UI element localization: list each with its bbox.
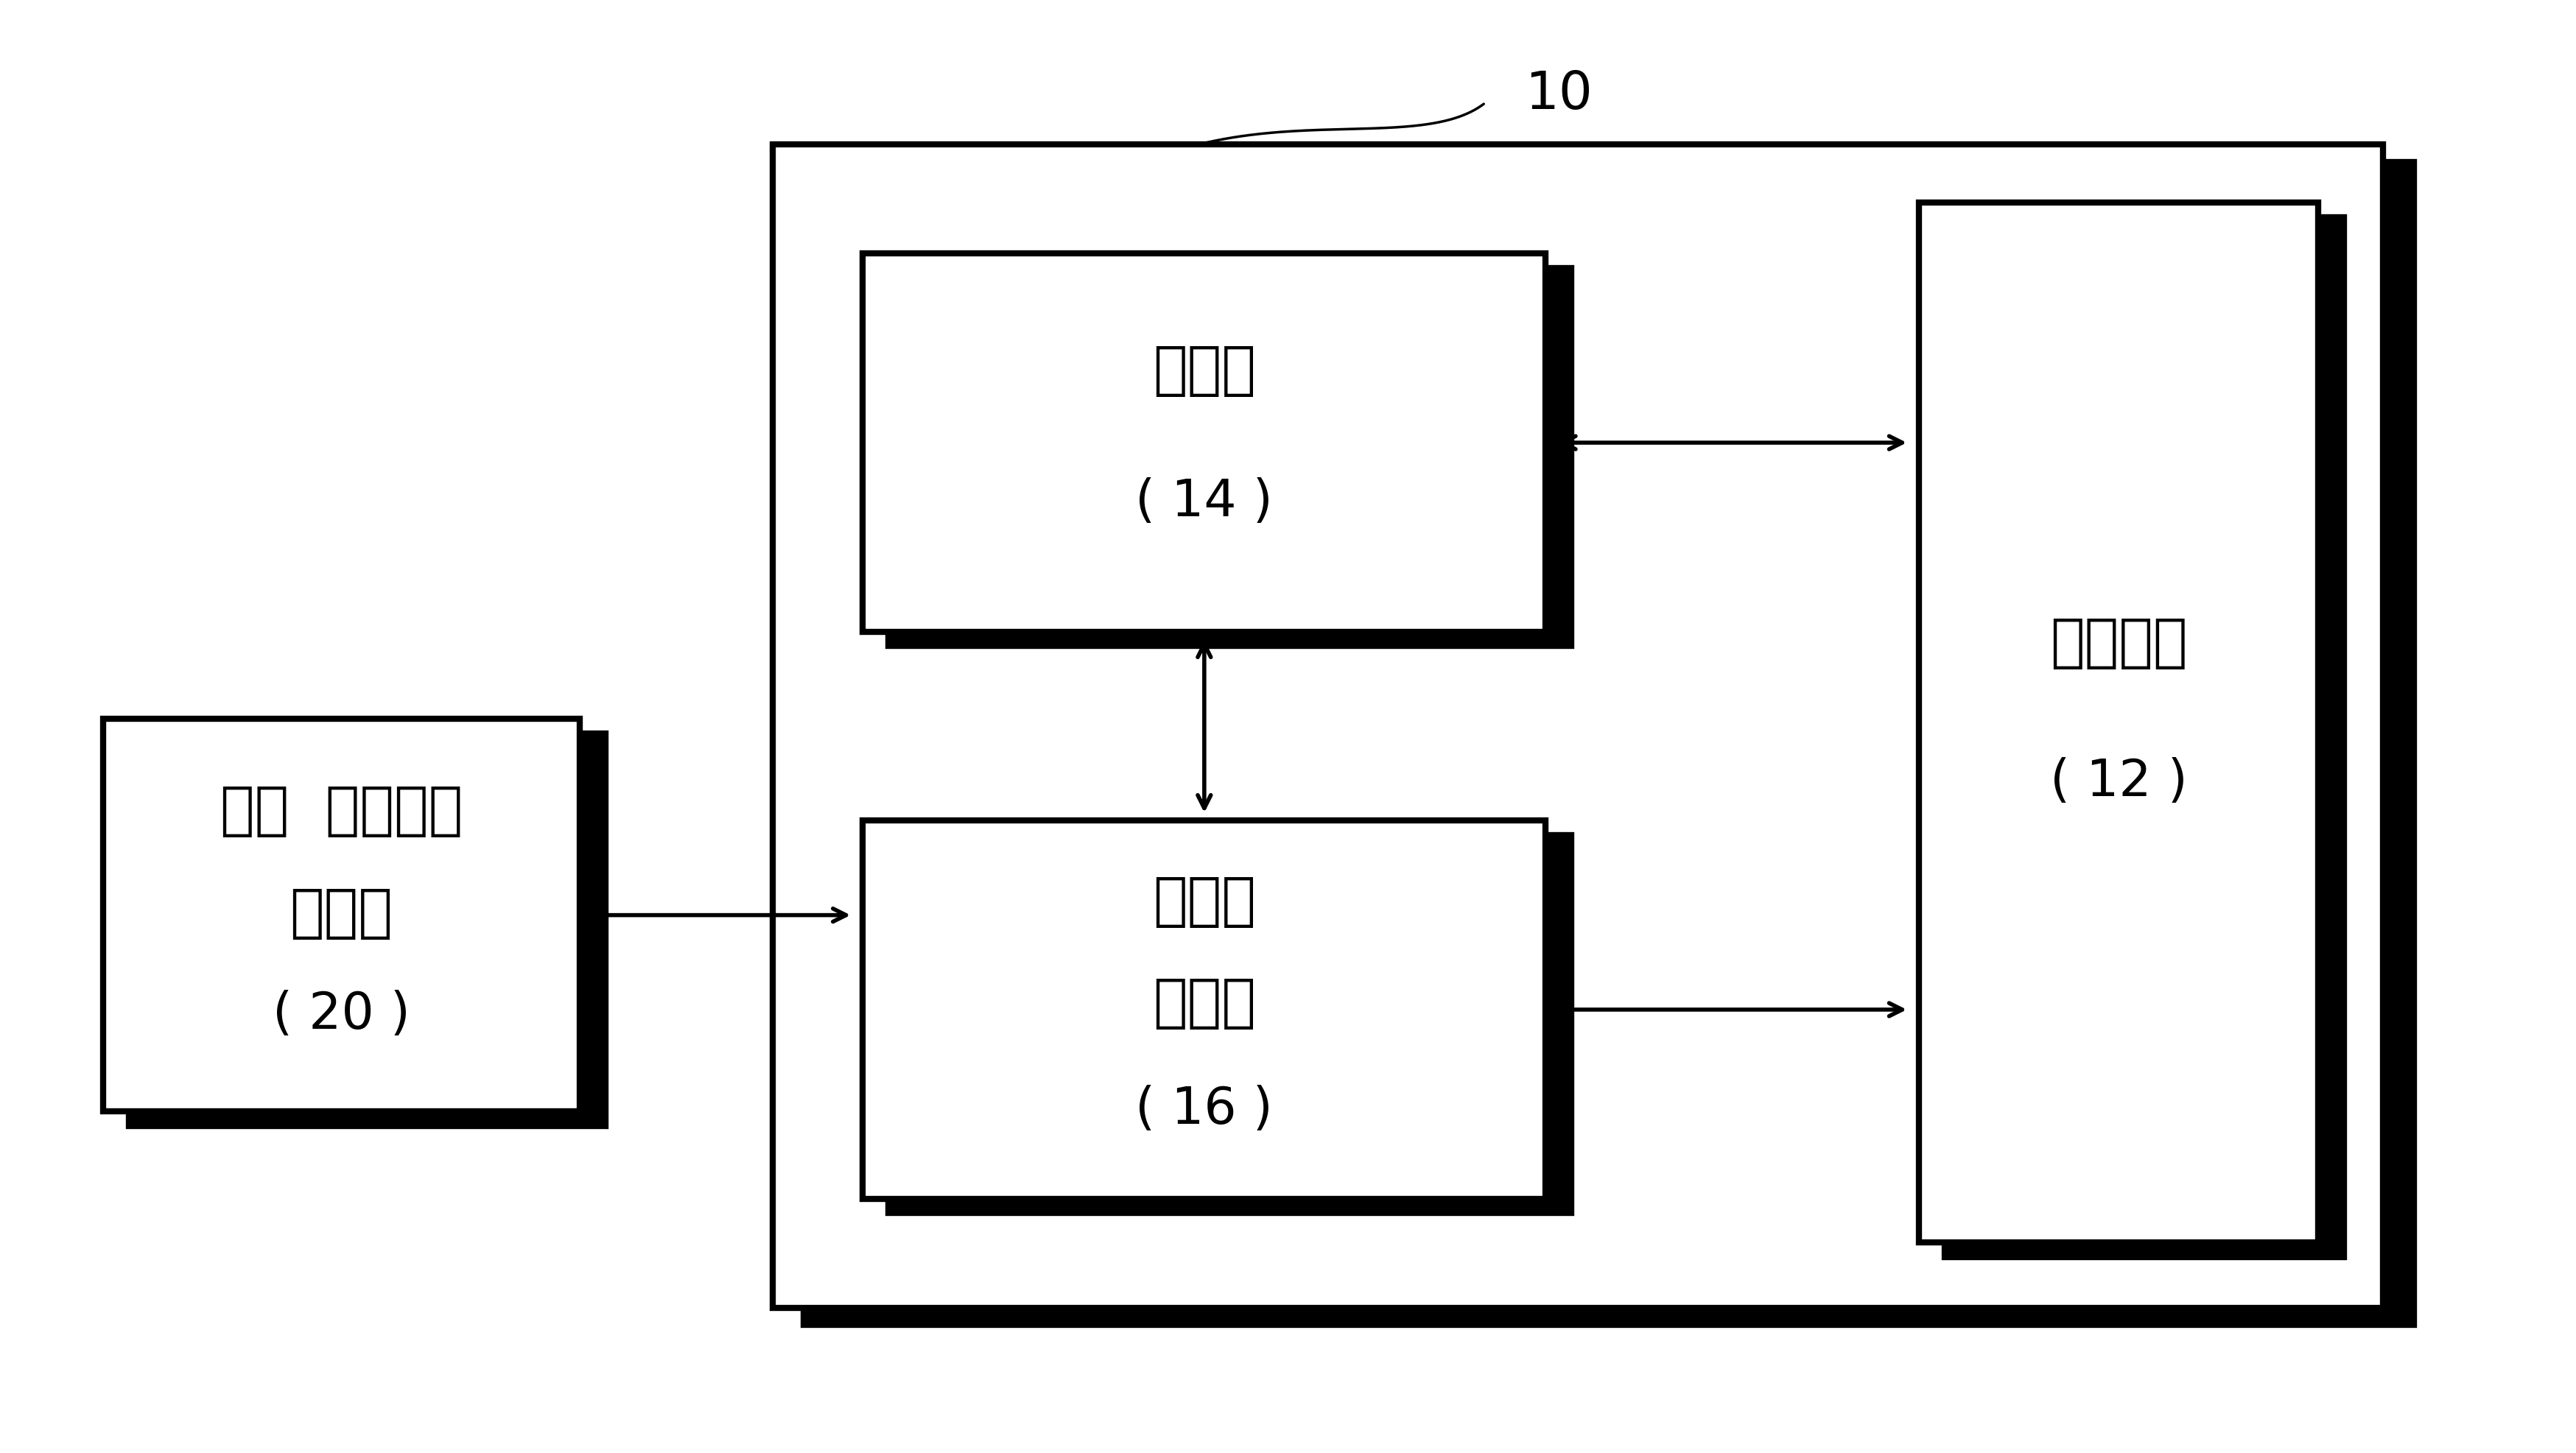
Bar xyxy=(804,163,2414,1325)
Bar xyxy=(889,269,1571,647)
Text: ( 14 ): ( 14 ) xyxy=(1136,477,1273,526)
FancyArrowPatch shape xyxy=(1558,1003,1901,1017)
Text: ( 12 ): ( 12 ) xyxy=(2050,757,2187,805)
Bar xyxy=(1919,203,2318,1242)
Text: 소셀  네트워크: 소셀 네트워크 xyxy=(219,783,464,838)
Bar xyxy=(773,145,2383,1308)
Bar xyxy=(889,835,1571,1213)
Text: ( 20 ): ( 20 ) xyxy=(273,989,410,1039)
Text: 서비스: 서비스 xyxy=(291,885,392,940)
Text: 프로세서: 프로세서 xyxy=(2050,615,2187,671)
Bar xyxy=(1945,218,2344,1257)
FancyArrowPatch shape xyxy=(1564,436,1901,450)
Text: 메모리: 메모리 xyxy=(1154,343,1255,398)
Bar xyxy=(863,254,1546,632)
Bar xyxy=(863,821,1546,1199)
Text: 수신부: 수신부 xyxy=(1154,975,1255,1030)
Text: 이미지: 이미지 xyxy=(1154,873,1255,928)
FancyArrowPatch shape xyxy=(1198,645,1211,808)
FancyArrowPatch shape xyxy=(592,908,845,923)
Text: ( 16 ): ( 16 ) xyxy=(1136,1084,1273,1133)
Bar xyxy=(103,719,580,1112)
Bar xyxy=(129,734,605,1126)
Text: 10: 10 xyxy=(1525,70,1592,119)
